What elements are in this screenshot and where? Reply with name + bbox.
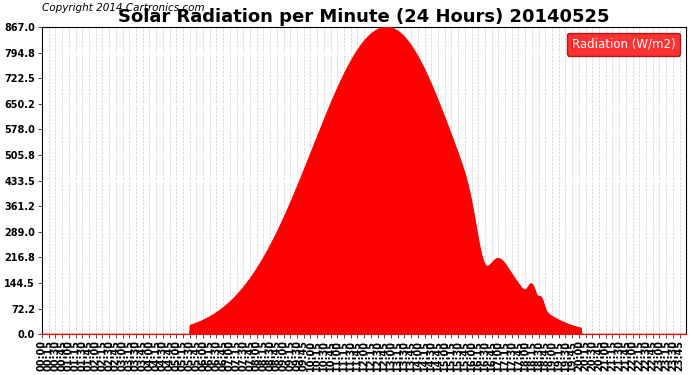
Title: Solar Radiation per Minute (24 Hours) 20140525: Solar Radiation per Minute (24 Hours) 20… — [118, 8, 610, 26]
Legend: Radiation (W/m2): Radiation (W/m2) — [567, 33, 680, 56]
Text: Copyright 2014 Cartronics.com: Copyright 2014 Cartronics.com — [42, 3, 205, 13]
